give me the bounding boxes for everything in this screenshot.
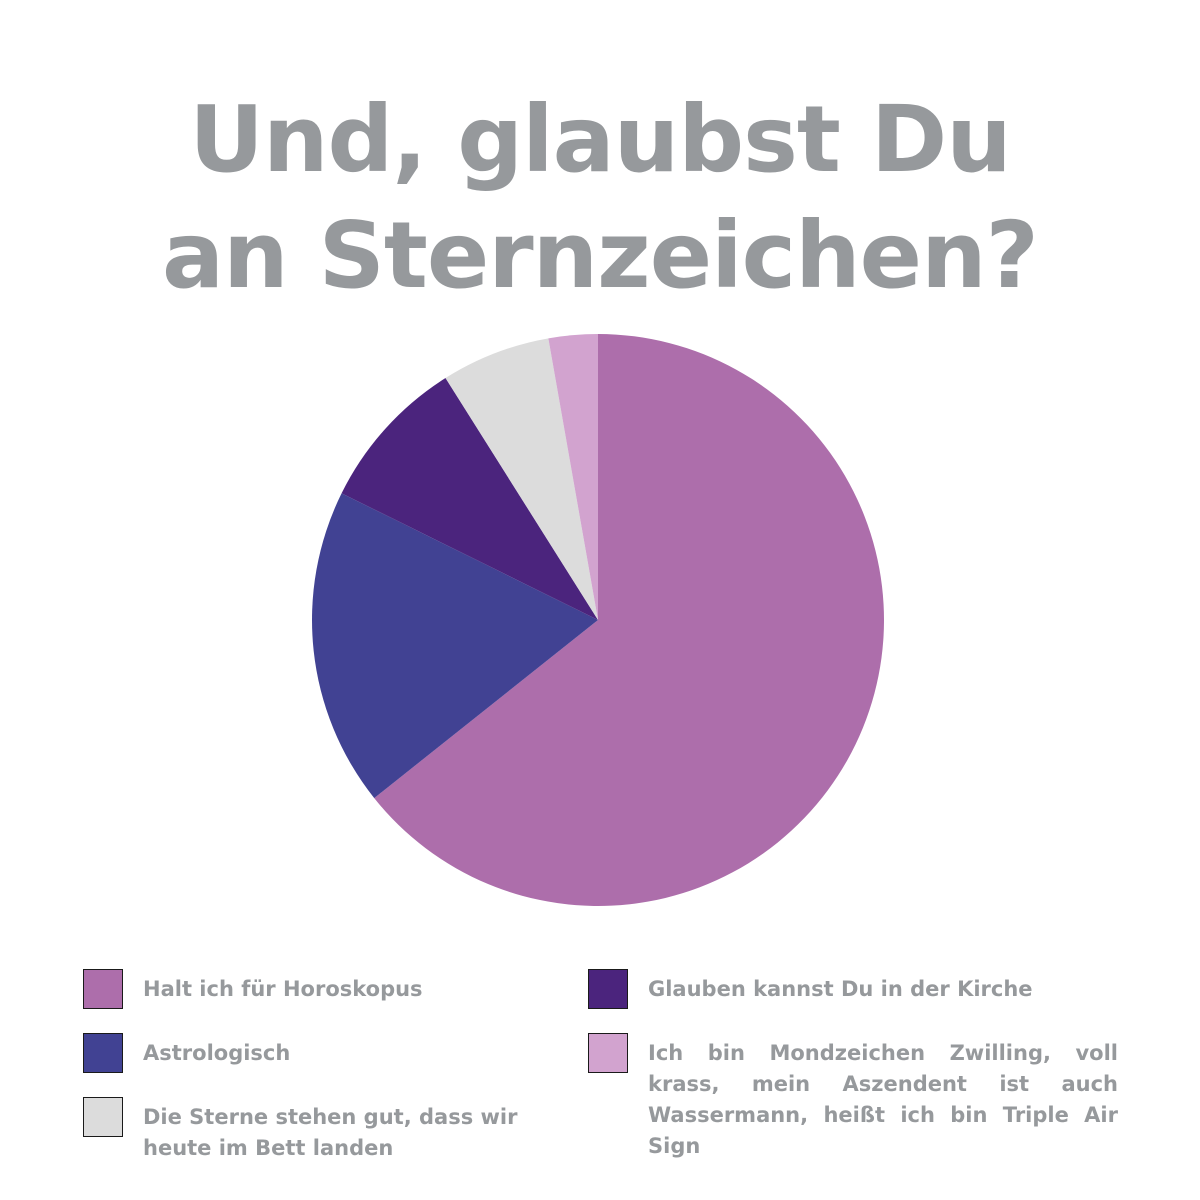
chart-title: Und, glaubst Du an Sternzeichen? — [0, 82, 1200, 314]
legend-swatch-horoskopus — [83, 969, 123, 1009]
legend-swatch-sterne — [83, 1097, 123, 1137]
legend-label-sterne: Die Sterne stehen gut, dass wir heute im… — [143, 1105, 518, 1160]
chart-title-line-1: Und, glaubst Du — [189, 86, 1012, 193]
legend-item-horoskopus: Halt ich für Horoskopus — [83, 969, 423, 1009]
pie-slice-mondzeichen — [548, 334, 598, 620]
legend-item-sterne: Die Sterne stehen gut, dass wir heute im… — [83, 1097, 543, 1164]
legend-label-horoskopus: Halt ich für Horoskopus — [143, 977, 423, 1001]
legend-swatch-astrologisch — [83, 1033, 123, 1073]
legend-swatch-kirche — [588, 969, 628, 1009]
legend-label-mondzeichen: Ich bin Mondzeichen Zwilling, voll krass… — [648, 1041, 1118, 1158]
pie-slice-astrologisch — [312, 493, 598, 799]
pie-slice-kirche — [341, 378, 598, 620]
chart-title-line-2: an Sternzeichen? — [162, 202, 1039, 309]
legend-item-mondzeichen: Ich bin Mondzeichen Zwilling, voll krass… — [588, 1033, 1118, 1162]
legend-label-astrologisch: Astrologisch — [143, 1041, 291, 1065]
legend-item-astrologisch: Astrologisch — [83, 1033, 290, 1073]
legend-label-kirche: Glauben kannst Du in der Kirche — [648, 977, 1033, 1001]
legend-item-kirche: Glauben kannst Du in der Kirche — [588, 969, 1033, 1009]
legend-swatch-mondzeichen — [588, 1033, 628, 1073]
pie-slice-sterne — [445, 338, 598, 620]
pie-slice-horoskopus — [374, 334, 884, 907]
